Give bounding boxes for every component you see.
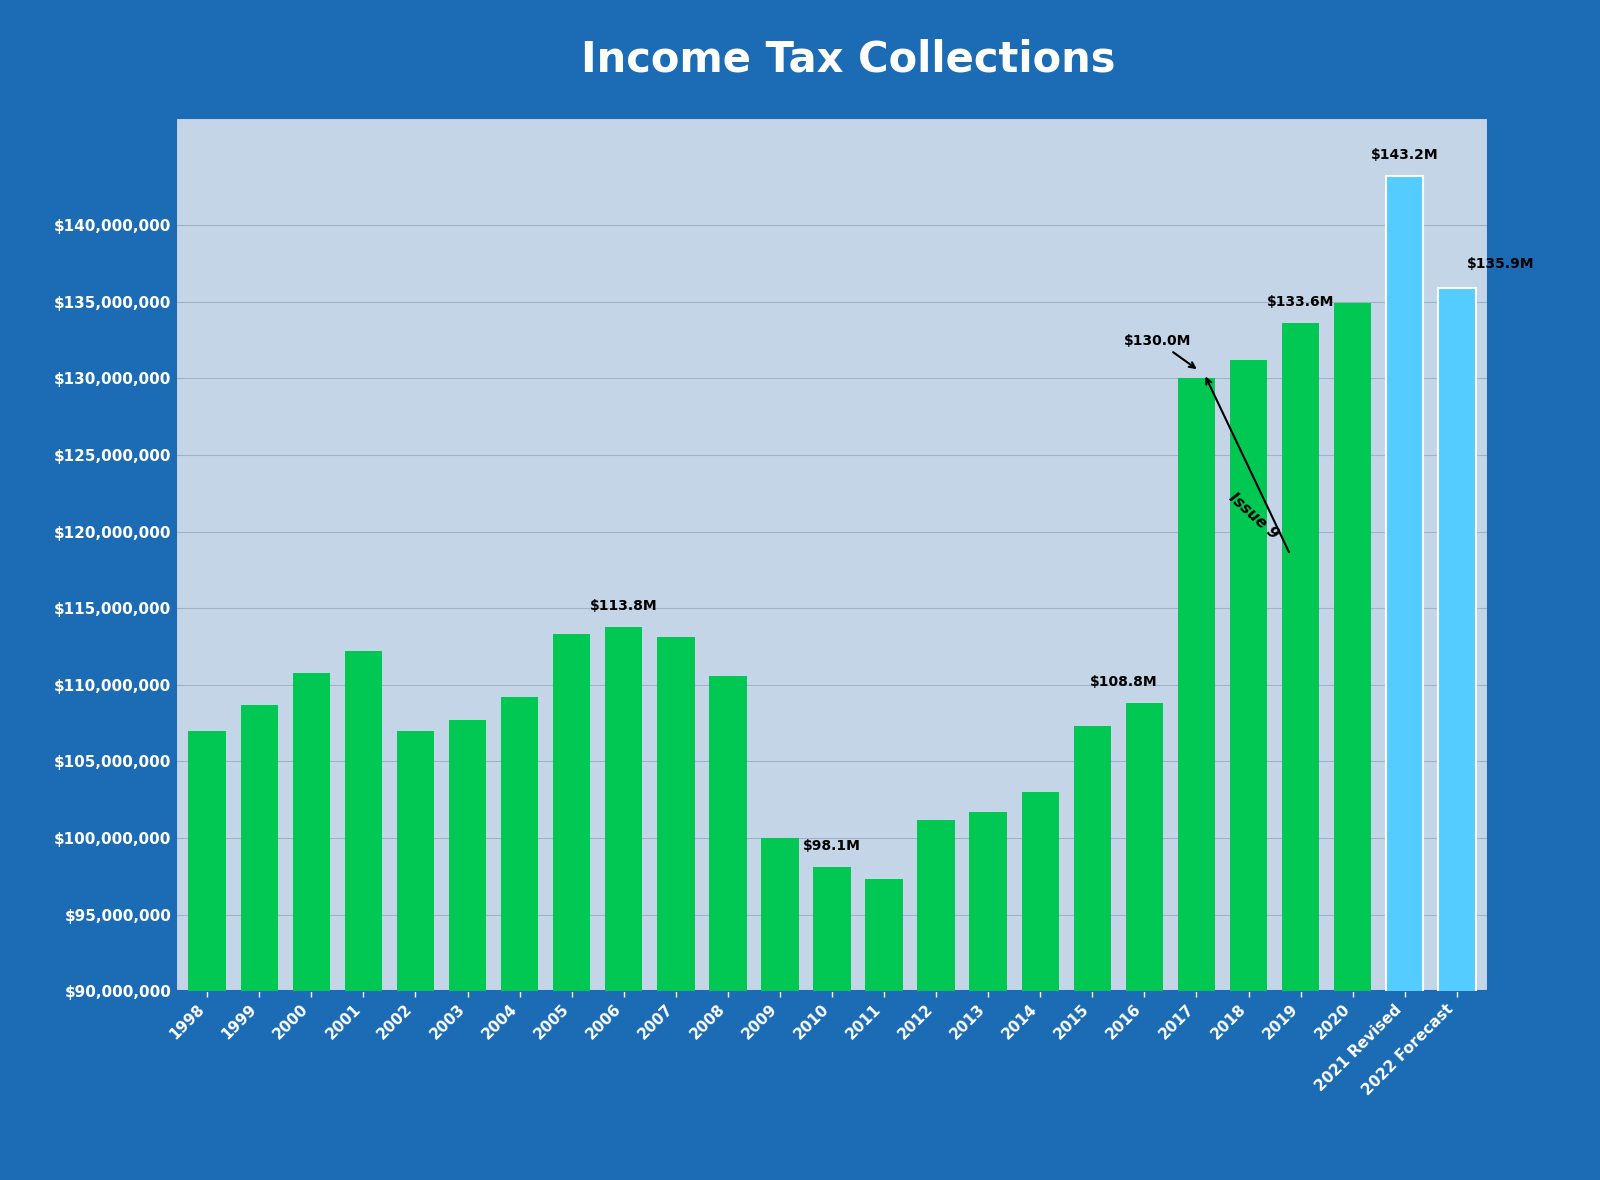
Bar <box>397 730 434 1180</box>
Bar <box>866 879 902 1180</box>
Bar <box>813 867 851 1180</box>
Bar <box>917 820 955 1180</box>
Bar <box>1386 176 1424 1180</box>
Text: $143.2M: $143.2M <box>1371 149 1438 163</box>
Bar <box>1021 792 1059 1180</box>
Text: $130.0M: $130.0M <box>1123 334 1195 368</box>
Bar <box>240 704 278 1180</box>
Bar <box>1230 360 1267 1180</box>
Text: Income Tax Collections: Income Tax Collections <box>581 38 1115 80</box>
Bar <box>1178 379 1214 1180</box>
Bar <box>1282 323 1320 1180</box>
Text: $135.9M: $135.9M <box>1467 256 1534 270</box>
Bar <box>709 676 747 1180</box>
Text: Issue 9: Issue 9 <box>1226 491 1282 543</box>
Bar <box>1126 703 1163 1180</box>
Bar <box>658 637 694 1180</box>
Text: $108.8M: $108.8M <box>1090 675 1157 689</box>
Bar <box>344 651 382 1180</box>
Bar <box>554 635 590 1180</box>
Text: $113.8M: $113.8M <box>590 598 658 612</box>
Text: $98.1M: $98.1M <box>803 839 861 853</box>
Bar <box>1074 726 1110 1180</box>
Bar <box>189 730 226 1180</box>
Text: $133.6M: $133.6M <box>1267 295 1334 309</box>
Bar <box>501 697 538 1180</box>
Bar <box>762 838 798 1180</box>
Bar <box>293 673 330 1180</box>
Bar <box>1386 176 1424 1180</box>
Bar <box>1334 303 1371 1180</box>
Bar <box>450 720 486 1180</box>
Bar <box>970 812 1006 1180</box>
Bar <box>1438 288 1475 1180</box>
Bar <box>1438 288 1475 1180</box>
Bar <box>605 627 643 1180</box>
